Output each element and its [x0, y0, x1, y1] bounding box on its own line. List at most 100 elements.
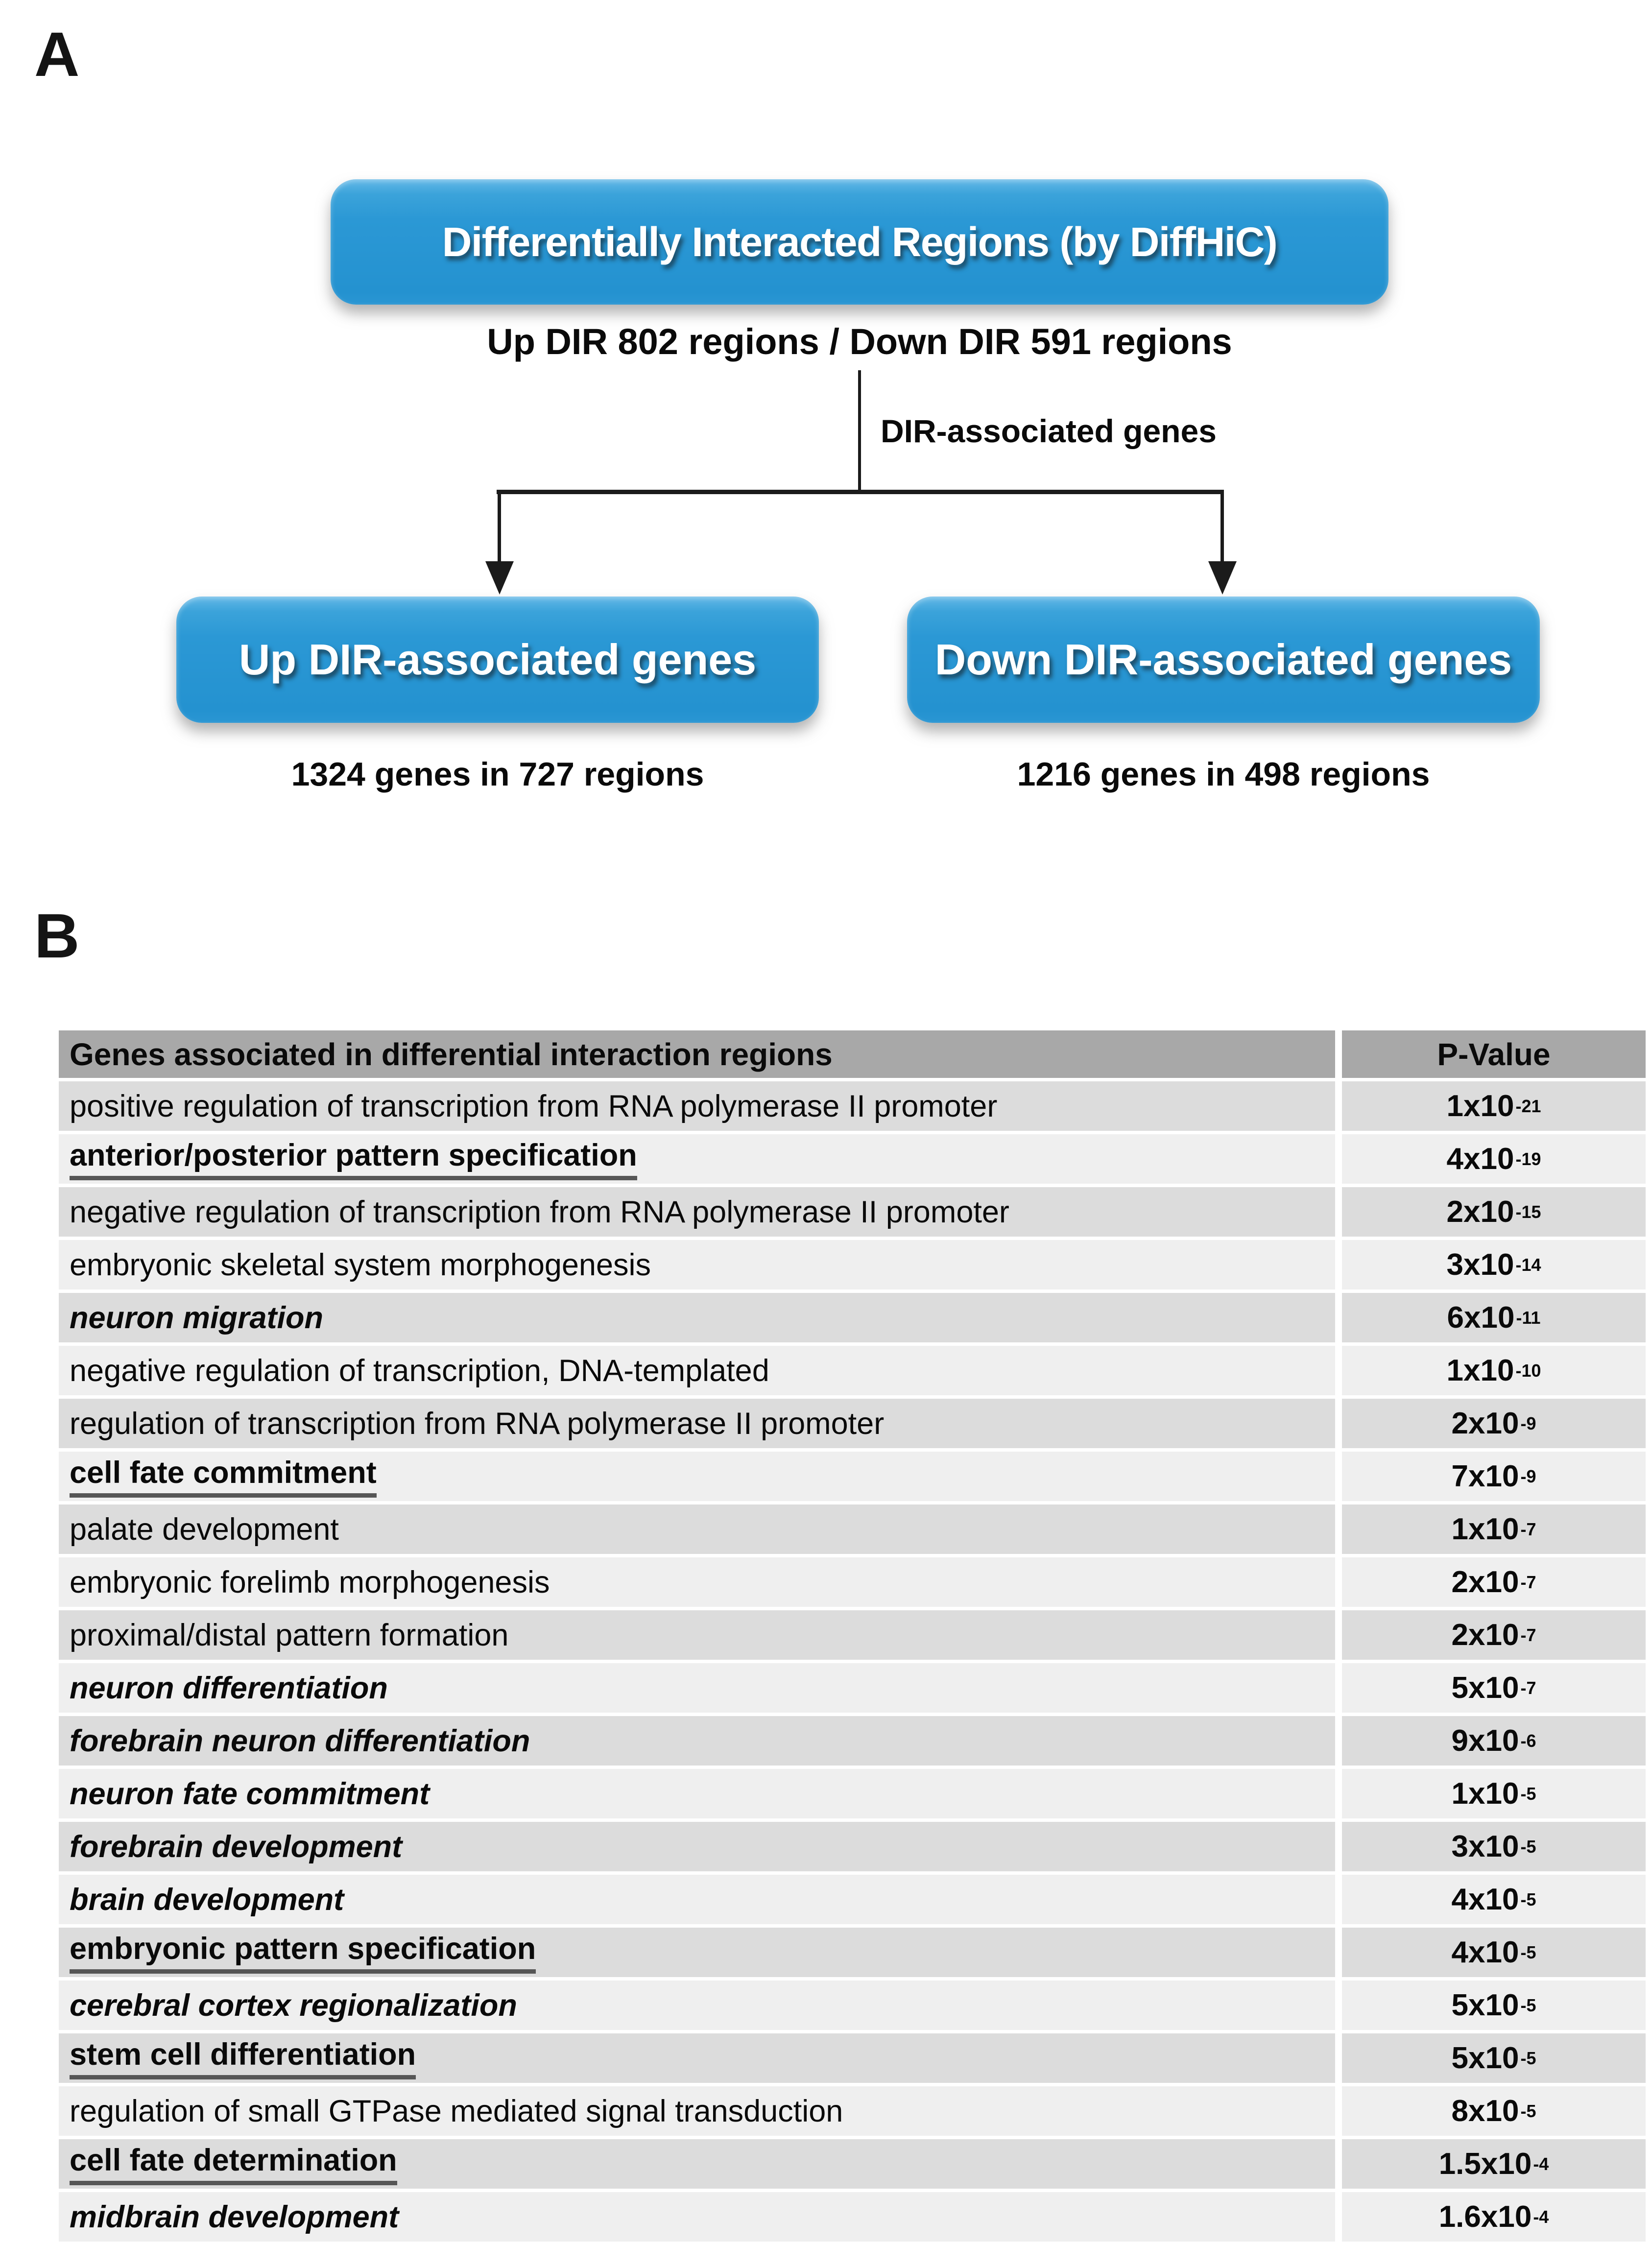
column-separator — [1335, 1030, 1342, 1078]
table-row: brain development 4x10 -5 — [59, 1875, 1646, 1924]
p-value-cell: 3x10 -5 — [1342, 1822, 1646, 1871]
go-term-cell: neuron fate commitment — [59, 1769, 1335, 1818]
go-term-text: palate development — [70, 1512, 339, 1547]
go-term-text: neuron differentiation — [70, 1671, 388, 1705]
go-term-text: neuron migration — [70, 1300, 323, 1335]
go-term-text: cell fate determination — [70, 2143, 397, 2185]
table-row: forebrain neuron differentiation 9x10 -6 — [59, 1716, 1646, 1766]
table-row: stem cell differentiation 5x10 -5 — [59, 2033, 1646, 2083]
go-term-cell: forebrain neuron differentiation — [59, 1716, 1335, 1766]
table-row: cell fate determination 1.5x10 -4 — [59, 2139, 1646, 2189]
up-dir-genes-caption: 1324 genes in 727 regions — [291, 756, 704, 793]
p-value-cell: 1x10 -10 — [1342, 1346, 1646, 1395]
column-separator — [1335, 1240, 1342, 1289]
connector-stem — [858, 370, 861, 492]
p-value-base: 4x10 — [1446, 1142, 1514, 1176]
down-dir-genes-label: Down DIR-associated genes — [934, 635, 1512, 684]
go-term-text: brain development — [70, 1882, 344, 1917]
go-term-text: cerebral cortex regionalization — [70, 1988, 517, 2023]
table-row: embryonic forelimb morphogenesis 2x10 -7 — [59, 1557, 1646, 1607]
go-term-cell: cell fate determination — [59, 2139, 1335, 2189]
go-term-text: neuron fate commitment — [70, 1776, 430, 1811]
go-term-cell: positive regulation of transcription fro… — [59, 1081, 1335, 1131]
go-term-text: negative regulation of transcription, DN… — [70, 1353, 769, 1388]
p-value-cell: 2x10 -9 — [1342, 1399, 1646, 1448]
column-separator — [1335, 2192, 1342, 2242]
go-term-text: stem cell differentiation — [70, 2037, 416, 2079]
p-value-base: 1x10 — [1451, 1512, 1519, 1546]
table-row: cerebral cortex regionalization 5x10 -5 — [59, 1981, 1646, 2030]
p-value-cell: 6x10 -11 — [1342, 1293, 1646, 1342]
p-value-cell: 2x10 -7 — [1342, 1610, 1646, 1660]
go-term-cell: negative regulation of transcription fro… — [59, 1187, 1335, 1237]
panel-a-label: A — [34, 20, 80, 90]
go-term-cell: forebrain development — [59, 1822, 1335, 1871]
column-separator — [1335, 1504, 1342, 1554]
dir-top-box: Differentially Interacted Regions (by Di… — [331, 179, 1388, 305]
table-row: embryonic pattern specification 4x10 -5 — [59, 1928, 1646, 1977]
p-value-cell: 9x10 -6 — [1342, 1716, 1646, 1766]
go-term-cell: anterior/posterior pattern specification — [59, 1134, 1335, 1184]
go-enrichment-table: Genes associated in differential interac… — [59, 1030, 1646, 2245]
table-row: neuron fate commitment 1x10 -5 — [59, 1769, 1646, 1818]
column-separator — [1335, 1187, 1342, 1237]
p-value-base: 2x10 — [1446, 1195, 1514, 1229]
connector-left-stem — [498, 492, 501, 565]
column-separator — [1335, 1346, 1342, 1395]
p-value-base: 2x10 — [1451, 1618, 1519, 1652]
column-separator — [1335, 1399, 1342, 1448]
go-term-cell: brain development — [59, 1875, 1335, 1924]
table-row: cell fate commitment 7x10 -9 — [59, 1452, 1646, 1501]
p-value-cell: 4x10 -5 — [1342, 1928, 1646, 1977]
p-value-cell: 4x10 -5 — [1342, 1875, 1646, 1924]
p-value-cell: 1.6x10 -4 — [1342, 2192, 1646, 2242]
p-value-base: 3x10 — [1446, 1248, 1514, 1282]
p-value-cell: 8x10 -5 — [1342, 2086, 1646, 2136]
p-value-cell: 5x10 -5 — [1342, 2033, 1646, 2083]
go-term-cell: regulation of transcription from RNA pol… — [59, 1399, 1335, 1448]
column-separator — [1335, 1875, 1342, 1924]
p-value-base: 4x10 — [1451, 1883, 1519, 1916]
go-term-cell: cell fate commitment — [59, 1452, 1335, 1501]
p-value-base: 6x10 — [1447, 1301, 1515, 1335]
p-value-base: 5x10 — [1451, 1671, 1519, 1705]
column-separator — [1335, 1928, 1342, 1977]
go-term-text: negative regulation of transcription fro… — [70, 1194, 1009, 1229]
column-separator — [1335, 1557, 1342, 1607]
p-value-base: 1x10 — [1446, 1089, 1514, 1123]
p-value-base: 7x10 — [1451, 1459, 1519, 1493]
go-term-text: regulation of small GTPase mediated sign… — [70, 2094, 843, 2128]
table-row: negative regulation of transcription, DN… — [59, 1346, 1646, 1395]
down-dir-genes-caption: 1216 genes in 498 regions — [1017, 756, 1430, 793]
column-separator — [1335, 2033, 1342, 2083]
go-term-cell: neuron migration — [59, 1293, 1335, 1342]
go-term-text: embryonic skeletal system morphogenesis — [70, 1247, 651, 1282]
p-value-cell: 4x10 -19 — [1342, 1134, 1646, 1184]
table-row: proximal/distal pattern formation 2x10 -7 — [59, 1610, 1646, 1660]
up-dir-genes-box: Up DIR-associated genes — [176, 597, 819, 723]
p-value-base: 9x10 — [1451, 1724, 1519, 1758]
up-dir-genes-label: Up DIR-associated genes — [239, 635, 757, 684]
go-term-cell: palate development — [59, 1504, 1335, 1554]
go-term-cell: stem cell differentiation — [59, 2033, 1335, 2083]
p-value-cell: 7x10 -9 — [1342, 1452, 1646, 1501]
dir-top-box-label: Differentially Interacted Regions (by Di… — [442, 218, 1278, 265]
p-value-base: 2x10 — [1451, 1407, 1519, 1440]
table-header-row: Genes associated in differential interac… — [59, 1030, 1646, 1078]
p-value-cell: 1x10 -5 — [1342, 1769, 1646, 1818]
p-value-base: 5x10 — [1451, 1988, 1519, 2022]
go-term-text: forebrain neuron differentiation — [70, 1723, 530, 1758]
go-term-cell: neuron differentiation — [59, 1663, 1335, 1713]
p-value-base: 8x10 — [1451, 2094, 1519, 2128]
go-term-cell: embryonic pattern specification — [59, 1928, 1335, 1977]
column-separator — [1335, 1769, 1342, 1818]
column-separator — [1335, 1081, 1342, 1131]
column-separator — [1335, 2086, 1342, 2136]
p-value-cell: 5x10 -5 — [1342, 1981, 1646, 2030]
column-separator — [1335, 2139, 1342, 2189]
p-value-cell: 2x10 -15 — [1342, 1187, 1646, 1237]
p-value-base: 3x10 — [1451, 1830, 1519, 1863]
table-row: neuron differentiation 5x10 -7 — [59, 1663, 1646, 1713]
go-term-text: forebrain development — [70, 1829, 403, 1864]
